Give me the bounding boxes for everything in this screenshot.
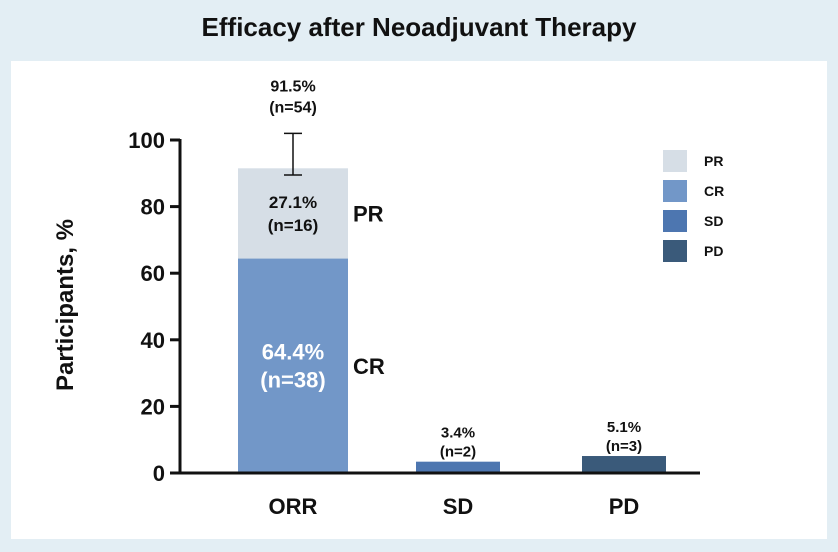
segment-side-label-cr: CR: [353, 354, 385, 379]
segment-side-label-pr: PR: [353, 201, 384, 226]
y-tick-label: 0: [153, 461, 165, 486]
y-tick-label: 40: [141, 328, 165, 353]
total-label: 91.5% (n=54): [269, 78, 317, 116]
data-label-pd: 5.1% (n=3): [606, 419, 642, 455]
y-tick-label: 20: [141, 394, 165, 419]
bar-orr-pr: [238, 168, 348, 259]
y-tick-label: 100: [128, 128, 165, 153]
legend-swatch-pd: [663, 240, 687, 262]
y-tick-label: 60: [141, 261, 165, 286]
bar-pd-pd: [582, 456, 666, 473]
data-label-cr: 64.4% (n=38): [260, 339, 325, 392]
legend-swatch-sd: [663, 210, 687, 232]
y-axis-label: Participants, %: [52, 219, 79, 391]
data-label-pr: 27.1% (n=16): [268, 193, 319, 235]
legend-label-cr: CR: [704, 183, 724, 199]
data-label-sd: 3.4% (n=2): [440, 425, 476, 461]
legend-swatch-pr: [663, 150, 687, 172]
legend-label-sd: SD: [704, 213, 723, 229]
chart-panel: [11, 61, 827, 539]
y-tick-label: 80: [141, 195, 165, 220]
chart-title: Efficacy after Neoadjuvant Therapy: [201, 12, 637, 42]
bar-sd-sd: [416, 461, 500, 473]
legend-swatch-cr: [663, 180, 687, 202]
bar-orr-cr: [238, 258, 348, 473]
x-tick-label: SD: [443, 494, 474, 519]
legend-label-pd: PD: [704, 243, 723, 259]
x-tick-label: PD: [609, 494, 640, 519]
legend-label-pr: PR: [704, 153, 723, 169]
x-tick-label: ORR: [269, 494, 318, 519]
